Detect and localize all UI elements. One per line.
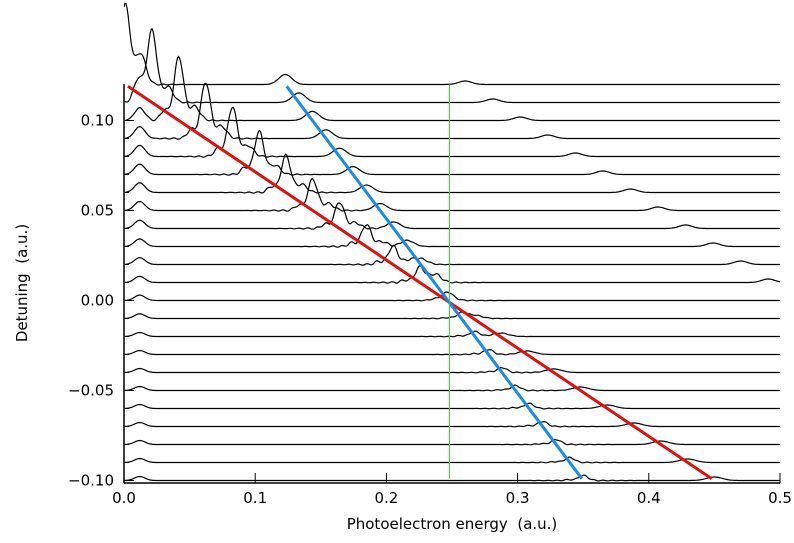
x-axis-label: Photoelectron energy (a.u.) [347,515,558,533]
x-tick-label: 0.0 [112,489,136,507]
x-tick-label: 0.2 [374,489,398,507]
waterfall-trace [124,244,780,266]
y-tick-label: 0.00 [81,292,114,310]
waterfall-trace [124,366,780,374]
waterfall-trace [124,153,780,194]
x-tick-label: 0.3 [506,489,530,507]
waterfall-traces [124,2,780,482]
waterfall-trace [124,106,780,158]
waterfall-trace [124,82,780,140]
x-tick-label: 0.5 [768,489,792,507]
waterfall-trace [124,402,780,410]
waterfall-trace [124,55,780,122]
waterfall-trace [124,291,780,302]
waterfall-trace [124,264,780,284]
waterfall-trace [124,224,780,248]
waterfall-trace [124,330,780,338]
waterfall-trace [124,421,780,428]
red-line [127,85,713,480]
y-axis-label: Detuning (a.u.) [13,224,31,342]
y-tick-label: −0.10 [68,472,114,490]
waterfall-trace [124,129,780,176]
y-tick-label: −0.05 [68,382,114,400]
x-tick-label: 0.1 [243,489,267,507]
reference-lines [127,84,713,480]
y-tick-label: 0.05 [81,202,114,220]
waterfall-trace [124,384,780,392]
x-tick-label: 0.4 [637,489,661,507]
waterfall-trace [124,177,780,212]
waterfall-trace [124,2,780,86]
waterfall-trace [124,202,780,230]
waterfall-trace [124,311,780,320]
blue-line [285,85,584,480]
axes: 0.0 0.1 0.2 0.3 0.4 0.5 −0.10 −0.05 0.00 0.05 0.10 [68,84,792,507]
waterfall-trace [124,438,780,446]
y-tick-label: 0.10 [81,112,114,130]
waterfall-trace [124,456,780,464]
waterfall-trace [124,474,780,482]
waterfall-trace [124,349,780,356]
waterfall-trace [124,28,780,104]
